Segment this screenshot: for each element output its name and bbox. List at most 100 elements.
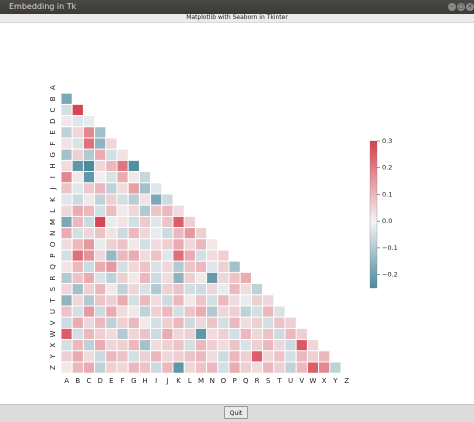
heatmap-cell-U-Q <box>239 305 252 318</box>
heatmap-cell-Q-D <box>94 260 107 273</box>
heatmap-cell-K-B <box>71 193 84 206</box>
heatmap-cell-R-N <box>206 271 219 285</box>
heatmap-cell-P-K <box>172 249 185 262</box>
y-tick-label: O <box>49 241 57 247</box>
heatmap-cell-W-M <box>194 327 208 341</box>
y-tick-label: C <box>49 107 57 112</box>
heatmap-cell-U-H <box>138 305 152 318</box>
heatmap-cell-L-C <box>82 204 96 217</box>
heatmap-cell-R-K <box>172 271 185 285</box>
heatmap-cell-Z-V <box>295 361 308 374</box>
heatmap-cell-O-F <box>116 238 129 251</box>
heatmap-cell-O-A <box>60 238 73 251</box>
heatmap-cell-G-D <box>94 148 107 161</box>
heatmap-cell-U-L <box>183 305 196 318</box>
heatmap-cell-U-T <box>273 305 286 318</box>
heatmap-cell-W-V <box>295 327 308 341</box>
heatmap-cell-P-N <box>206 249 219 262</box>
heatmap-cell-K-D <box>94 193 107 206</box>
button-bar: Quit <box>0 404 474 422</box>
heatmap-cell-H-B <box>71 159 84 173</box>
heatmap-cell-E-A <box>60 126 73 139</box>
heatmap-cell-L-D <box>94 204 107 217</box>
y-tick-label: L <box>49 209 57 213</box>
heatmap-cell-Y-F <box>116 350 129 363</box>
heatmap-cell-S-H <box>138 283 152 296</box>
y-tick-label: G <box>49 152 57 157</box>
quit-button[interactable]: Quit <box>224 406 248 419</box>
heatmap-cell-U-C <box>82 305 96 318</box>
heatmap-cell-O-J <box>161 238 174 251</box>
x-tick-label: S <box>266 377 271 385</box>
window-titlebar[interactable]: Embedding in Tk – □ × <box>0 0 474 14</box>
heatmap-cell-P-A <box>60 249 73 262</box>
heatmap-cell-O-H <box>138 238 152 251</box>
heatmap-cell-R-J <box>161 271 174 285</box>
heatmap-cell-X-J <box>161 339 174 352</box>
x-tick-label: E <box>109 377 113 385</box>
heatmap-cell-U-B <box>71 305 84 318</box>
heatmap-cell-X-M <box>194 339 208 352</box>
heatmap-cell-Y-U <box>284 350 297 363</box>
heatmap-cell-V-I <box>150 316 163 329</box>
heatmap-cell-Z-O <box>217 361 230 374</box>
y-tick-label: E <box>49 130 57 134</box>
heatmap-cell-R-Q <box>239 271 252 285</box>
maximize-icon[interactable]: □ <box>457 3 465 11</box>
heatmap-cell-Q-F <box>116 260 129 273</box>
heatmap-cell-H-E <box>105 159 118 173</box>
heatmap-cell-Z-B <box>71 361 84 374</box>
y-tick-label: M <box>49 219 57 225</box>
heatmap-cell-U-G <box>127 305 140 318</box>
heatmap-cell-S-C <box>82 283 96 296</box>
heatmap-cell-D-A <box>60 115 73 128</box>
close-icon[interactable]: × <box>466 3 474 11</box>
heatmap-cell-Y-P <box>228 350 241 363</box>
heatmap-cell-I-B <box>71 171 84 184</box>
heatmap-cell-N-F <box>116 227 129 240</box>
heatmap-cell-J-B <box>71 182 84 195</box>
x-tick-label: M <box>198 377 204 385</box>
heatmap-cell-T-F <box>116 294 129 307</box>
heatmap-cell-Y-K <box>172 350 185 363</box>
heatmap-cell-M-H <box>138 215 152 229</box>
heatmap-cell-J-A <box>60 182 73 195</box>
heatmap-cell-V-R <box>250 316 264 329</box>
heatmap-cell-R-D <box>94 271 107 285</box>
heatmap-cell-Y-B <box>71 350 84 363</box>
y-tick-label: B <box>49 96 57 101</box>
heatmap-cell-X-E <box>105 339 118 352</box>
heatmap-cell-J-G <box>127 182 140 195</box>
colorbar-tick-label: −0.1 <box>382 244 398 252</box>
x-tick-label: U <box>288 377 293 385</box>
heatmap-cell-O-L <box>183 238 196 251</box>
heatmap-cell-S-I <box>150 283 163 296</box>
heatmap-cell-Z-U <box>284 361 297 374</box>
heatmap-cell-T-R <box>250 294 264 307</box>
heatmap-cell-Y-X <box>318 350 331 363</box>
heatmap-cell-R-M <box>194 271 208 285</box>
heatmap-cell-M-D <box>94 215 107 229</box>
heatmap-cell-T-D <box>94 294 107 307</box>
heatmap-cell-L-E <box>105 204 118 217</box>
heatmap-cell-L-B <box>71 204 84 217</box>
heatmap-cell-J-H <box>138 182 152 195</box>
x-tick-label: P <box>232 377 236 385</box>
heatmap-cell-S-F <box>116 283 129 296</box>
heatmap-cell-X-S <box>262 339 275 352</box>
heatmap-cell-F-E <box>105 137 118 150</box>
heatmap-cell-V-Q <box>239 316 252 329</box>
heatmap-cell-W-B <box>71 327 84 341</box>
heatmap-cell-N-D <box>94 227 107 240</box>
y-tick-label: W <box>49 330 57 337</box>
minimize-icon[interactable]: – <box>448 3 456 11</box>
heatmap-cell-V-A <box>60 316 73 329</box>
heatmap-cell-S-B <box>71 283 84 296</box>
heatmap-cell-L-H <box>138 204 152 217</box>
x-tick-label: X <box>322 377 327 385</box>
heatmap-cell-F-A <box>60 137 73 150</box>
heatmap-cell-T-I <box>150 294 163 307</box>
heatmap-cell-H-G <box>127 159 140 173</box>
heatmap-cell-X-N <box>206 339 219 352</box>
